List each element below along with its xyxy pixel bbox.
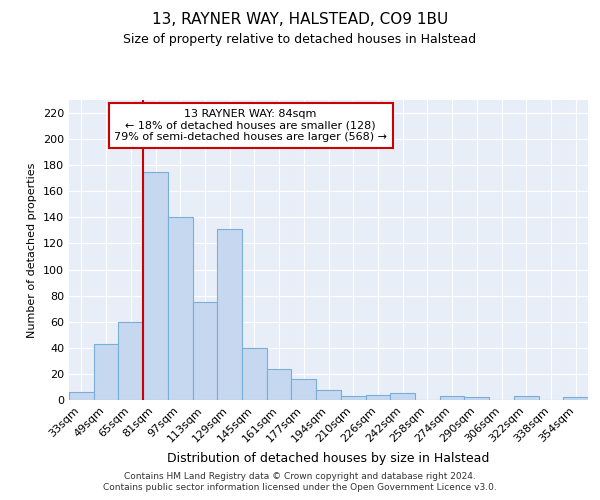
Bar [94, 344, 118, 400]
Bar [118, 322, 143, 400]
Text: Contains HM Land Registry data © Crown copyright and database right 2024.
Contai: Contains HM Land Registry data © Crown c… [103, 472, 497, 492]
Bar [217, 229, 242, 400]
Y-axis label: Number of detached properties: Number of detached properties [28, 162, 37, 338]
X-axis label: Distribution of detached houses by size in Halstead: Distribution of detached houses by size … [167, 452, 490, 465]
Bar [440, 396, 464, 400]
Bar [69, 392, 94, 400]
Bar [267, 368, 292, 400]
Bar [563, 398, 588, 400]
Bar [242, 348, 267, 400]
Bar [168, 218, 193, 400]
Text: 13, RAYNER WAY, HALSTEAD, CO9 1BU: 13, RAYNER WAY, HALSTEAD, CO9 1BU [152, 12, 448, 28]
Bar [365, 395, 390, 400]
Bar [316, 390, 341, 400]
Text: Size of property relative to detached houses in Halstead: Size of property relative to detached ho… [124, 32, 476, 46]
Bar [292, 379, 316, 400]
Bar [514, 396, 539, 400]
Text: 13 RAYNER WAY: 84sqm
← 18% of detached houses are smaller (128)
79% of semi-deta: 13 RAYNER WAY: 84sqm ← 18% of detached h… [114, 109, 387, 142]
Bar [143, 172, 168, 400]
Bar [193, 302, 217, 400]
Bar [464, 398, 489, 400]
Bar [341, 396, 365, 400]
Bar [390, 394, 415, 400]
